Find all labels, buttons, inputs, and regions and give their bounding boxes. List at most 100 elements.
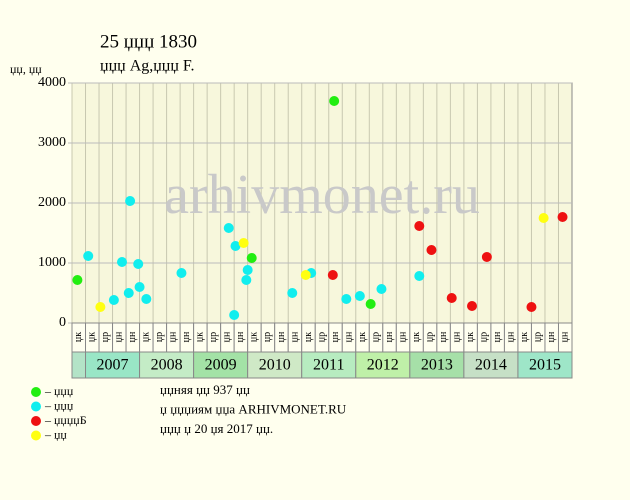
column-label: џк xyxy=(303,332,314,342)
legend-label: – џџџ xyxy=(44,398,74,412)
data-point xyxy=(242,265,253,276)
data-point xyxy=(133,259,144,270)
column-label: џр xyxy=(533,332,544,342)
data-point xyxy=(95,301,106,312)
data-point xyxy=(230,241,241,252)
chart-subtitle: џџџ Ag,џџџ F. xyxy=(100,58,195,75)
year-cell xyxy=(193,351,249,379)
y-tick-label: 1000 xyxy=(38,255,66,270)
year-label: 2008 xyxy=(151,357,183,374)
column-label: џр xyxy=(370,332,381,342)
data-point xyxy=(557,211,568,222)
legend-marker xyxy=(31,387,41,397)
data-point xyxy=(426,244,437,255)
y-tick-label: 0 xyxy=(59,315,66,330)
year-label: 2011 xyxy=(313,357,344,374)
chart-title: 25 џџџ 1830 xyxy=(100,31,197,52)
column-label: џн xyxy=(560,331,571,342)
data-point xyxy=(287,288,298,298)
column-label: џк xyxy=(195,332,206,342)
data-point xyxy=(108,295,119,306)
data-point xyxy=(238,238,249,249)
column-label: џн xyxy=(276,331,287,342)
column-label: џр xyxy=(208,332,219,342)
column-label: џн xyxy=(492,331,503,342)
legend-marker xyxy=(31,416,41,426)
column-label: џн xyxy=(343,331,354,342)
column-label: џр xyxy=(262,332,273,342)
note: џџџ џ 20 џя 2017 џџ. xyxy=(160,421,273,436)
column-label: џр xyxy=(316,332,327,342)
column-label: џр xyxy=(100,332,111,342)
legend-label: – џџџџБ xyxy=(44,413,87,427)
data-point xyxy=(72,274,83,285)
data-point xyxy=(134,282,145,292)
note: џџняя џџ 937 џџ xyxy=(160,382,250,397)
year-label: 2012 xyxy=(367,357,399,374)
data-point xyxy=(354,291,365,301)
data-point xyxy=(125,196,136,207)
column-label: џр xyxy=(424,332,435,342)
column-label: џк xyxy=(519,332,530,342)
column-label: џн xyxy=(235,331,246,342)
column-label: џн xyxy=(127,331,138,342)
year-label: 2015 xyxy=(529,357,561,374)
data-point xyxy=(141,294,152,304)
data-point xyxy=(117,256,127,267)
data-point xyxy=(176,268,187,279)
column-label: џк xyxy=(87,332,98,342)
data-point xyxy=(300,270,311,280)
data-point xyxy=(341,294,352,304)
column-label: џн xyxy=(289,331,300,342)
column-label: џк xyxy=(141,332,152,342)
data-point xyxy=(414,220,425,231)
first-cell xyxy=(71,351,87,379)
column-label: џк xyxy=(411,332,422,342)
column-label: џн xyxy=(168,331,179,342)
column-label: џн xyxy=(181,331,192,342)
watermark: arhivmonet.ru xyxy=(164,164,480,226)
year-label: 2007 xyxy=(97,357,129,374)
column-label: џн xyxy=(451,331,462,342)
y-tick-label: 2000 xyxy=(38,195,66,210)
column-label: џн xyxy=(505,331,516,342)
column-label: џк xyxy=(465,332,476,342)
data-point xyxy=(83,250,94,261)
year-label: 2009 xyxy=(205,357,237,374)
y-tick-label: 4000 xyxy=(38,75,66,90)
y-axis-label: џџ, џџ xyxy=(10,62,42,76)
data-point xyxy=(538,213,549,223)
year-cell xyxy=(463,351,519,379)
year-cell xyxy=(409,351,465,379)
column-label: џр xyxy=(154,332,165,342)
legend-label: – џџџ xyxy=(44,384,74,398)
data-point xyxy=(467,301,477,312)
column-label: џн xyxy=(384,331,395,342)
data-point xyxy=(365,298,376,309)
column-label: џн xyxy=(438,331,449,342)
note: џ џџџиям џџа ARHIVMONET.RU xyxy=(160,401,347,416)
column-label: џн xyxy=(330,331,341,342)
legend-marker xyxy=(31,430,41,441)
data-point xyxy=(327,270,338,280)
data-point xyxy=(414,271,425,282)
data-point xyxy=(329,96,340,106)
data-point xyxy=(229,310,240,321)
year-cell xyxy=(247,351,303,379)
y-tick-label: 3000 xyxy=(38,135,66,150)
year-label: 2010 xyxy=(259,357,291,374)
year-label: 2014 xyxy=(475,357,507,374)
data-point xyxy=(246,253,257,264)
data-point xyxy=(446,292,457,303)
legend-label: – џџ xyxy=(44,427,67,441)
column-label: џк xyxy=(249,332,260,342)
column-label: џн xyxy=(114,331,125,342)
data-point xyxy=(481,252,492,262)
column-label: џн xyxy=(546,331,557,342)
year-cell xyxy=(355,351,411,379)
data-point xyxy=(241,274,252,285)
year-label: 2013 xyxy=(421,357,453,374)
year-cell xyxy=(517,351,573,379)
column-label: џр xyxy=(478,332,489,342)
